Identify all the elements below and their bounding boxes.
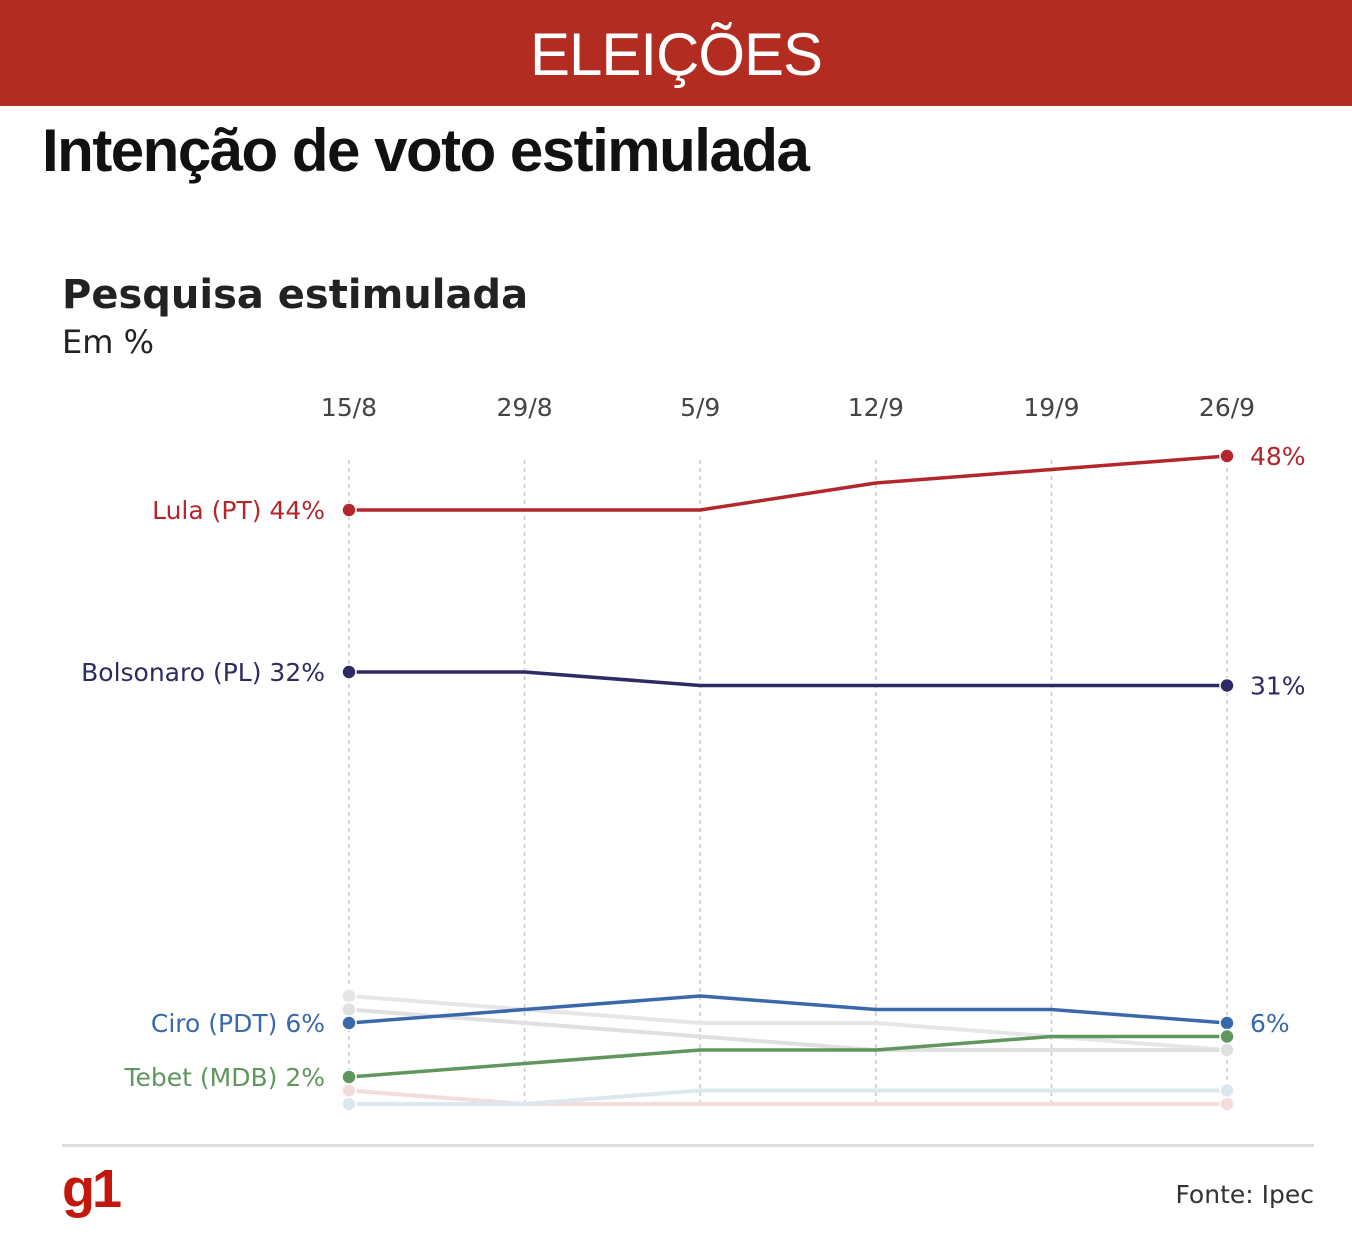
series-line	[349, 454, 1228, 512]
series-line	[348, 994, 1228, 1025]
g1-logo: g1	[62, 1159, 122, 1219]
series-line	[349, 1088, 1227, 1106]
x-tick-label: 5/9	[680, 393, 720, 422]
data-point	[1219, 677, 1235, 694]
x-tick-label: 15/8	[321, 393, 377, 422]
series-line	[348, 1088, 1227, 1106]
data-point	[341, 1001, 357, 1018]
data-point	[341, 1082, 357, 1099]
series-start-label: Bolsonaro (PL) 32%	[81, 658, 325, 687]
data-point	[1219, 1042, 1235, 1058]
chart-subtitle: Em %	[62, 323, 154, 361]
data-point	[1219, 1028, 1235, 1045]
data-point	[1219, 1015, 1235, 1031]
series-line	[348, 1007, 1227, 1052]
series-line	[349, 670, 1227, 688]
x-tick-label: 29/8	[497, 393, 553, 422]
series-start-label: Tebet (MDB) 2%	[124, 1063, 326, 1092]
series-end-label: 6%	[1250, 1009, 1290, 1038]
data-point	[1219, 448, 1235, 464]
data-point	[1219, 1096, 1235, 1112]
series-start-label: Ciro (PDT) 6%	[151, 1009, 325, 1038]
data-point	[341, 664, 357, 680]
series-end-label: 48%	[1250, 442, 1306, 471]
data-point	[341, 1015, 357, 1031]
divider	[62, 1144, 1314, 1147]
data-point	[341, 988, 357, 1004]
source-note: Fonte: Ipec	[1175, 1180, 1314, 1209]
page-title: Intenção de voto estimulada	[42, 117, 810, 184]
data-point	[341, 502, 357, 518]
data-point	[341, 1069, 357, 1085]
series-line	[348, 1034, 1227, 1079]
x-tick-label: 19/9	[1023, 393, 1079, 422]
series-end-label: 31%	[1250, 672, 1306, 701]
series-line	[348, 994, 1228, 1052]
x-tick-label: 12/9	[848, 393, 904, 422]
data-point	[1219, 1082, 1235, 1099]
series-start-label: Lula (PT) 44%	[152, 496, 325, 525]
chart-title: Pesquisa estimulada	[62, 272, 529, 318]
data-point	[341, 1096, 357, 1112]
x-tick-label: 26/9	[1199, 393, 1255, 422]
section-banner: ELEIÇÕES	[0, 0, 1352, 106]
